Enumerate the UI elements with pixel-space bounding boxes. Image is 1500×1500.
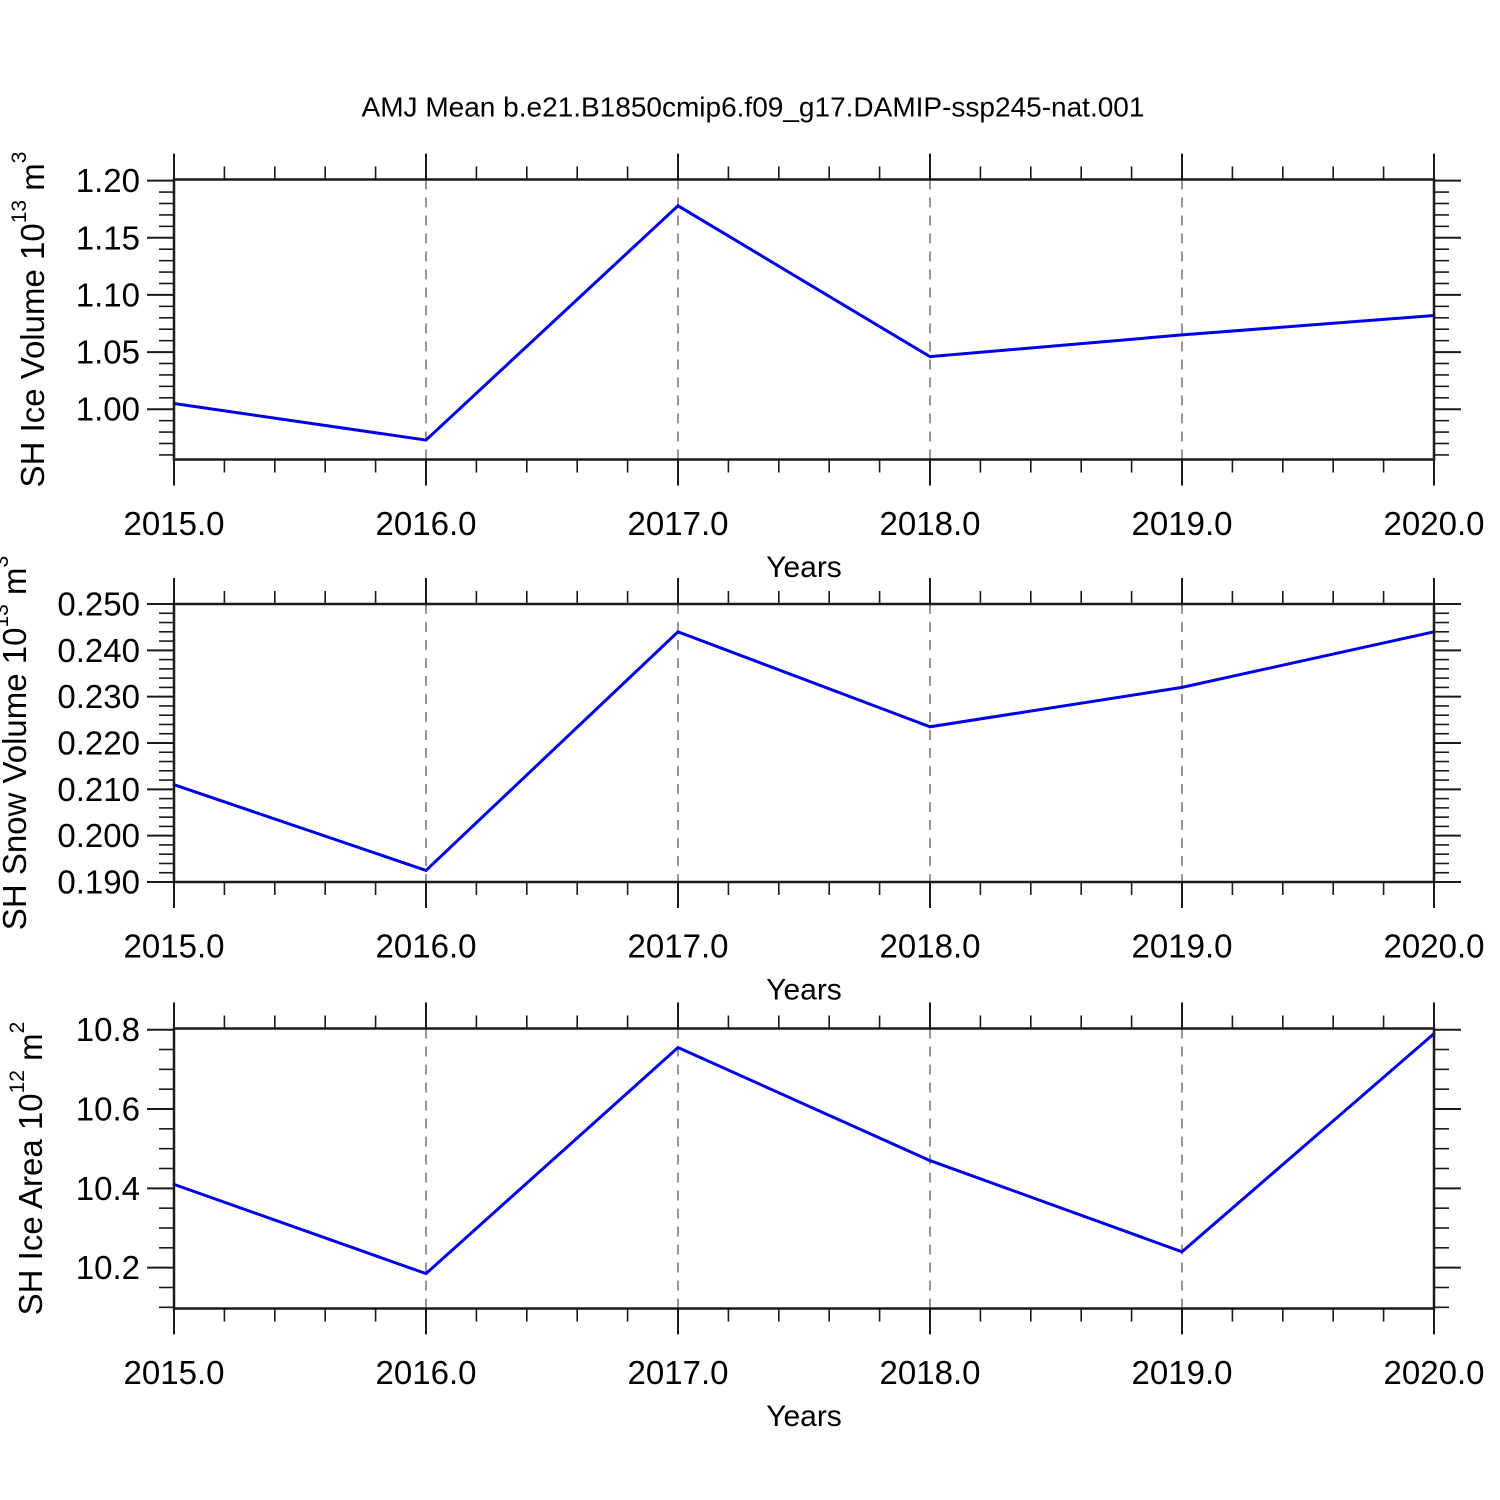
data-line-sh-ice-area bbox=[172, 1032, 1436, 1276]
panel-sh-snow-volume: 0.190 0.200 0.210 0.220 0.230 0.240 0.250 2015.… bbox=[0, 556, 1484, 1007]
chart-title: AMJ Mean b.e21.B1850cmip6.f09_g17.DAMIP-… bbox=[362, 92, 1145, 123]
panel-sh-ice-area: 10.2 10.4 10.6 10.8 2015.0 2016.0 2017.0 2018.0… bbox=[6, 1002, 1485, 1433]
x-axis-title: Years bbox=[766, 974, 842, 1007]
y-tick-label: 0.190 bbox=[57, 864, 140, 901]
x-tick-label: 2019.0 bbox=[1132, 1354, 1233, 1391]
x-tick-label: 2019.0 bbox=[1132, 928, 1233, 965]
y-tick-label: 10.4 bbox=[76, 1170, 140, 1207]
x-tick-label: 2018.0 bbox=[880, 928, 981, 965]
panel-sh-ice-volume: 1.00 1.05 1.10 1.15 1.20 2015.0 2016.0 2017.0 20… bbox=[8, 152, 1485, 584]
y-axis-title: SH Ice Area 1012 m2 bbox=[6, 1022, 49, 1316]
x-tick-label: 2017.0 bbox=[628, 1354, 729, 1391]
x-tick-label: 2016.0 bbox=[376, 505, 477, 542]
plot-frame bbox=[172, 602, 1436, 884]
y-tick-label: 0.210 bbox=[57, 771, 140, 808]
y-tick-label: 1.15 bbox=[76, 219, 140, 256]
y-tick-label: 0.200 bbox=[57, 817, 140, 854]
x-tick-label: 2015.0 bbox=[124, 505, 225, 542]
x-axis-title: Years bbox=[766, 551, 842, 584]
y-tick-label: 1.10 bbox=[76, 276, 140, 313]
panels-group: 1.00 1.05 1.10 1.15 1.20 2015.0 2016.0 2017.0 20… bbox=[0, 152, 1484, 1433]
y-axis-title: SH Snow Volume 1013 m3 bbox=[0, 556, 33, 930]
x-tick-label: 2016.0 bbox=[376, 1354, 477, 1391]
y-tick-label: 0.250 bbox=[57, 586, 140, 623]
y-tick-label: 0.240 bbox=[57, 632, 140, 669]
x-axis-title: Years bbox=[766, 1400, 842, 1433]
x-tick-label: 2015.0 bbox=[124, 1354, 225, 1391]
y-axis-title: SH Ice Volume 1013 m3 bbox=[8, 152, 51, 488]
x-tick-label: 2019.0 bbox=[1132, 505, 1233, 542]
data-line-sh-ice-volume bbox=[172, 203, 1436, 442]
x-tick-label: 2020.0 bbox=[1384, 505, 1485, 542]
y-tick-label: 10.6 bbox=[76, 1091, 140, 1128]
plot-frame bbox=[172, 178, 1436, 461]
y-tick-label: 10.2 bbox=[76, 1249, 140, 1286]
y-tick-label: 0.220 bbox=[57, 725, 140, 762]
x-tick-label: 2015.0 bbox=[124, 928, 225, 965]
x-tick-label: 2018.0 bbox=[880, 505, 981, 542]
y-tick-label: 1.20 bbox=[76, 162, 140, 199]
plot-frame bbox=[172, 1027, 1436, 1310]
x-tick-label: 2020.0 bbox=[1384, 928, 1485, 965]
x-tick-label: 2018.0 bbox=[880, 1354, 981, 1391]
x-tick-label: 2020.0 bbox=[1384, 1354, 1485, 1391]
x-tick-label: 2017.0 bbox=[628, 505, 729, 542]
y-tick-label: 1.05 bbox=[76, 334, 140, 371]
y-tick-label: 0.230 bbox=[57, 678, 140, 715]
y-tick-label: 10.8 bbox=[76, 1011, 140, 1048]
x-tick-label: 2016.0 bbox=[376, 928, 477, 965]
y-tick-label: 1.00 bbox=[76, 391, 140, 428]
data-line-sh-snow-volume bbox=[172, 630, 1436, 873]
x-tick-label: 2017.0 bbox=[628, 928, 729, 965]
